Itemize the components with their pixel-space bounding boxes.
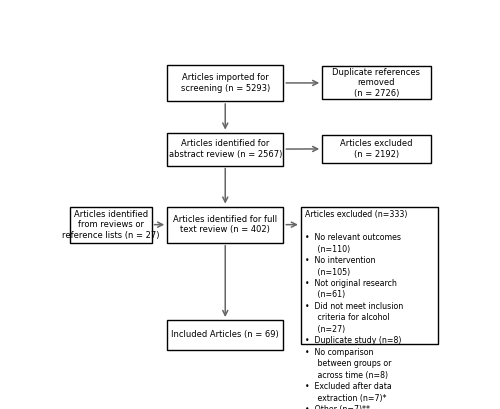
FancyBboxPatch shape	[70, 207, 152, 243]
FancyBboxPatch shape	[167, 320, 284, 350]
Text: Articles identified for
abstract review (n = 2567): Articles identified for abstract review …	[168, 139, 282, 159]
Text: Articles identified for full
text review (n = 402): Articles identified for full text review…	[173, 215, 278, 234]
Text: Articles imported for
screening (n = 5293): Articles imported for screening (n = 529…	[180, 73, 270, 92]
Text: Included Articles (n = 69): Included Articles (n = 69)	[172, 330, 279, 339]
FancyBboxPatch shape	[167, 207, 284, 243]
FancyBboxPatch shape	[167, 133, 284, 166]
FancyBboxPatch shape	[167, 65, 284, 101]
Text: Articles identified
from reviews or
reference lists (n = 27): Articles identified from reviews or refe…	[62, 210, 160, 240]
Text: Articles excluded (n=333)

•  No relevant outcomes
     (n=110)
•  No interventi: Articles excluded (n=333) • No relevant …	[306, 210, 408, 409]
FancyBboxPatch shape	[322, 66, 430, 99]
Text: Duplicate references
removed
(n = 2726): Duplicate references removed (n = 2726)	[332, 68, 420, 98]
FancyBboxPatch shape	[322, 135, 430, 163]
Text: Articles excluded
(n = 2192): Articles excluded (n = 2192)	[340, 139, 412, 159]
FancyBboxPatch shape	[301, 207, 438, 344]
